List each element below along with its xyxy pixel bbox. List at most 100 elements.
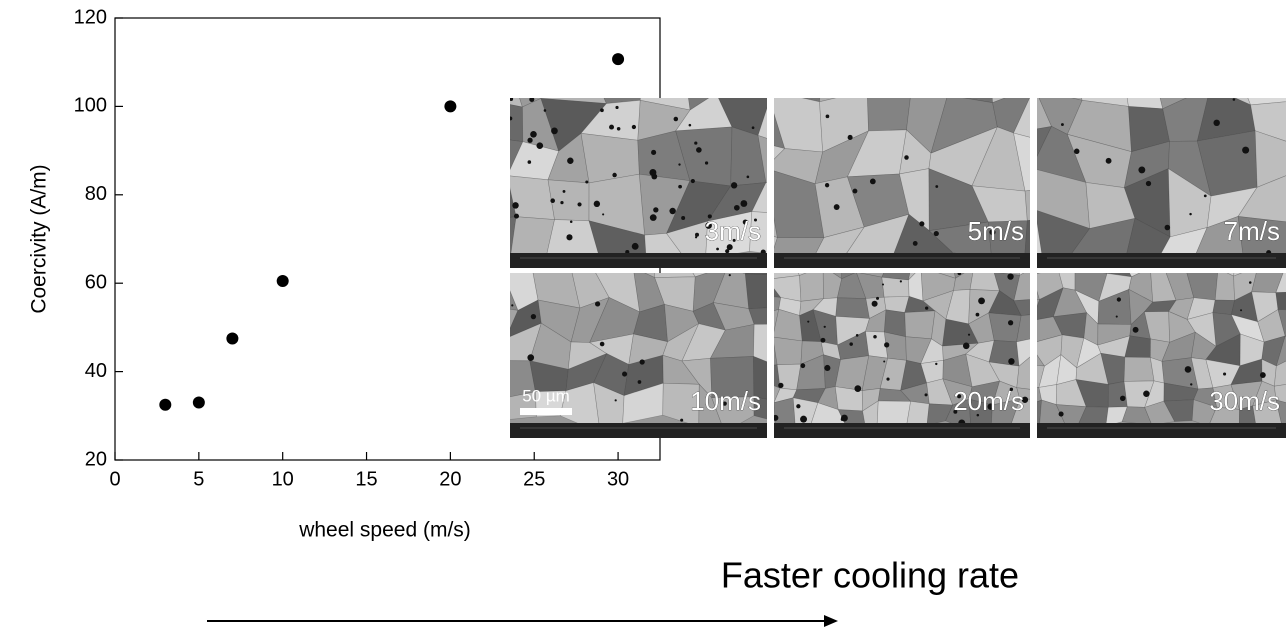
grain bbox=[745, 273, 767, 309]
pore bbox=[800, 363, 806, 369]
point bbox=[159, 398, 172, 411]
x-tick-label: 25 bbox=[523, 468, 545, 490]
y-tick-label: 60 bbox=[85, 271, 107, 293]
pore bbox=[957, 394, 962, 399]
pore bbox=[585, 180, 589, 184]
y-tick-label: 20 bbox=[85, 448, 107, 470]
pore bbox=[1164, 224, 1171, 231]
arrow-head bbox=[824, 615, 838, 627]
pore bbox=[725, 249, 730, 253]
grain bbox=[1254, 130, 1286, 188]
grain bbox=[1013, 299, 1030, 316]
pore bbox=[612, 172, 617, 178]
grain bbox=[476, 360, 508, 397]
pore bbox=[774, 414, 779, 421]
grain bbox=[853, 57, 913, 90]
grain bbox=[988, 312, 1022, 343]
pore bbox=[551, 127, 558, 135]
point bbox=[276, 274, 289, 287]
scale-bar bbox=[520, 408, 572, 415]
micrograph-label: 20m/s bbox=[953, 386, 1024, 416]
grain bbox=[1037, 298, 1040, 308]
grain bbox=[797, 273, 807, 276]
grain bbox=[991, 398, 1021, 423]
pore bbox=[649, 169, 657, 176]
pore bbox=[707, 214, 712, 219]
pore bbox=[560, 201, 564, 205]
grain bbox=[1161, 227, 1208, 253]
pore bbox=[550, 198, 555, 204]
pore bbox=[989, 229, 996, 236]
pore bbox=[599, 341, 605, 347]
pore bbox=[730, 182, 738, 189]
pore bbox=[840, 417, 844, 421]
grain bbox=[1275, 399, 1286, 423]
grain bbox=[1237, 175, 1286, 223]
pore bbox=[653, 207, 659, 213]
grain bbox=[593, 382, 625, 423]
grain bbox=[1233, 273, 1243, 277]
pore bbox=[935, 362, 938, 366]
grain bbox=[540, 98, 607, 104]
pore bbox=[933, 230, 939, 237]
grain bbox=[792, 397, 819, 423]
grain bbox=[1212, 299, 1235, 315]
pore bbox=[849, 342, 853, 346]
pore bbox=[562, 189, 566, 193]
grain bbox=[510, 308, 519, 330]
grain bbox=[835, 297, 870, 319]
pore bbox=[651, 149, 657, 156]
pore bbox=[678, 184, 682, 189]
pore bbox=[820, 337, 826, 343]
pore bbox=[800, 415, 808, 423]
grain bbox=[753, 355, 767, 400]
pore bbox=[510, 98, 514, 101]
grain bbox=[1071, 98, 1083, 101]
pore bbox=[1115, 315, 1118, 318]
pore bbox=[733, 204, 740, 211]
grain bbox=[846, 213, 910, 253]
micrograph-label: 3m/s bbox=[705, 216, 761, 246]
grain bbox=[481, 235, 510, 272]
pore bbox=[600, 108, 604, 113]
grain bbox=[758, 43, 810, 93]
pore bbox=[760, 249, 766, 253]
pore bbox=[975, 312, 980, 317]
grain bbox=[1039, 399, 1065, 423]
pore bbox=[1116, 297, 1122, 302]
pore bbox=[978, 297, 985, 305]
grain bbox=[471, 386, 509, 420]
pore bbox=[742, 219, 748, 225]
pore bbox=[631, 124, 637, 130]
grain bbox=[1247, 98, 1286, 106]
grain bbox=[1013, 273, 1030, 302]
pore bbox=[957, 273, 962, 276]
grain bbox=[984, 45, 1035, 89]
pore bbox=[833, 204, 840, 210]
grain bbox=[1209, 406, 1240, 423]
grain bbox=[774, 235, 778, 250]
y-tick-label: 80 bbox=[85, 183, 107, 205]
grain bbox=[692, 273, 708, 278]
grain bbox=[987, 220, 1028, 253]
pore bbox=[529, 98, 535, 102]
grain bbox=[968, 398, 993, 423]
micrographs: 3m/s 5m/s 7m/s 10m/s 50 µm 20m/s 30m/s bbox=[471, 43, 1286, 438]
pore bbox=[595, 301, 601, 307]
grain bbox=[1274, 360, 1286, 387]
grain bbox=[1275, 335, 1286, 367]
pore bbox=[1143, 390, 1150, 397]
pore bbox=[527, 354, 535, 361]
pore bbox=[958, 419, 966, 423]
pore bbox=[704, 161, 709, 165]
grain bbox=[1277, 309, 1286, 338]
pore bbox=[732, 238, 736, 242]
grain bbox=[1037, 399, 1042, 423]
grain bbox=[510, 216, 517, 253]
grain bbox=[1013, 132, 1030, 192]
pore bbox=[678, 163, 681, 166]
grains bbox=[774, 57, 1030, 253]
point bbox=[226, 332, 239, 345]
pore bbox=[976, 413, 980, 417]
pore bbox=[869, 178, 876, 185]
